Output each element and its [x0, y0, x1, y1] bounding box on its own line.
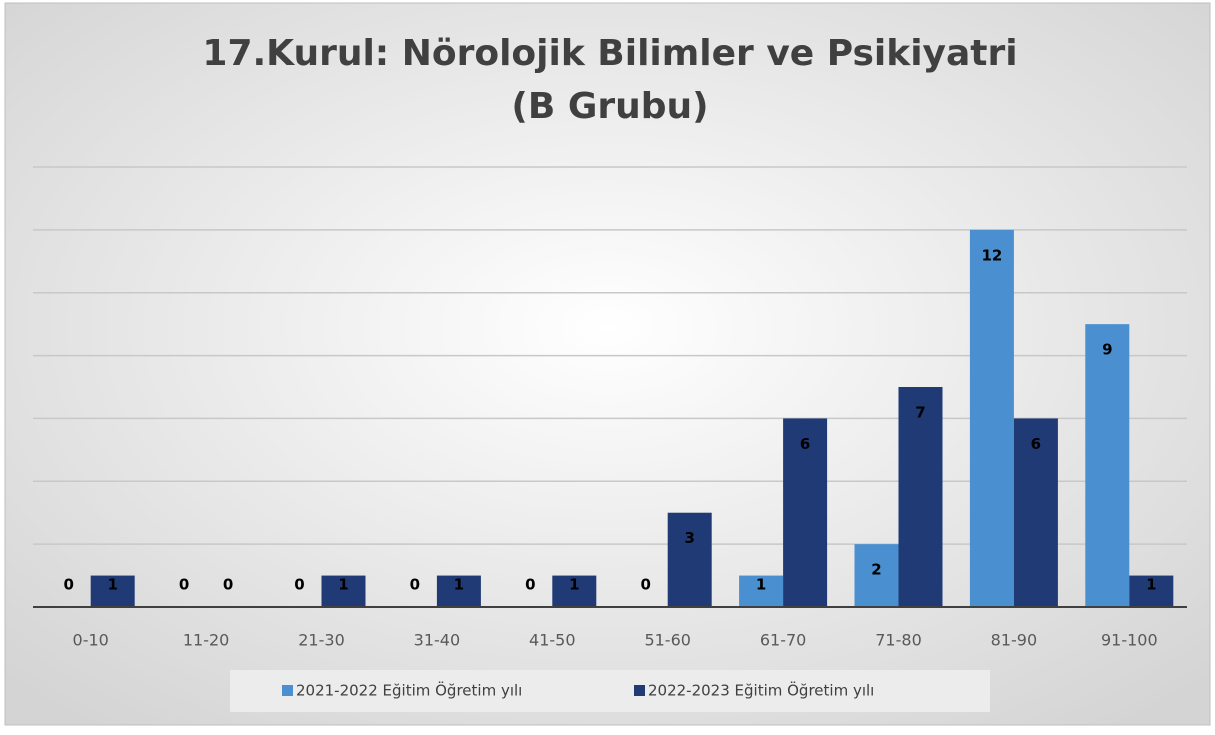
x-tick-label: 61-70	[760, 631, 807, 650]
data-label: 1	[107, 576, 117, 594]
bar	[783, 418, 828, 607]
x-tick-label: 81-90	[991, 631, 1038, 650]
x-tick-label: 51-60	[644, 631, 691, 650]
data-label: 2	[871, 561, 881, 579]
bar	[667, 512, 712, 607]
x-tick-label: 91-100	[1101, 631, 1158, 650]
data-label: 12	[981, 246, 1002, 264]
data-label: 0	[640, 576, 650, 594]
chart-title: 17.Kurul: Nörolojik Bilimler ve Psikiyat…	[202, 33, 1017, 74]
data-label: 7	[915, 404, 925, 422]
bar	[1013, 418, 1058, 607]
data-label: 1	[338, 576, 348, 594]
chart-subtitle: (B Grubu)	[511, 86, 708, 127]
data-label: 1	[1146, 576, 1156, 594]
data-label: 9	[1102, 341, 1112, 359]
data-label: 6	[1031, 435, 1041, 453]
x-tick-label: 31-40	[414, 631, 461, 650]
legend-swatch	[282, 685, 293, 696]
bar	[1129, 575, 1174, 607]
bar	[739, 575, 784, 607]
bar	[90, 575, 135, 607]
data-label: 0	[525, 576, 535, 594]
data-label: 3	[684, 529, 694, 547]
bar	[321, 575, 366, 607]
bar	[969, 229, 1014, 607]
x-tick-label: 71-80	[875, 631, 922, 650]
legend-label: 2021-2022 Eğitim Öğretim yılı	[296, 681, 522, 700]
data-label: 0	[63, 576, 73, 594]
bar	[552, 575, 597, 607]
x-tick-label: 41-50	[529, 631, 576, 650]
data-label: 1	[454, 576, 464, 594]
data-label: 0	[410, 576, 420, 594]
x-tick-label: 11-20	[183, 631, 230, 650]
legend-swatch	[634, 685, 645, 696]
bar	[854, 544, 899, 607]
data-label: 1	[756, 576, 766, 594]
data-label: 0	[223, 576, 233, 594]
bar	[1085, 324, 1130, 607]
legend-label: 2022-2023 Eğitim Öğretim yılı	[648, 681, 874, 700]
bar	[898, 387, 943, 607]
data-label: 1	[569, 576, 579, 594]
legend-box	[230, 670, 990, 712]
x-tick-label: 0-10	[73, 631, 109, 650]
bar	[436, 575, 481, 607]
data-label: 6	[800, 435, 810, 453]
data-label: 0	[179, 576, 189, 594]
data-label: 0	[294, 576, 304, 594]
x-tick-label: 21-30	[298, 631, 345, 650]
